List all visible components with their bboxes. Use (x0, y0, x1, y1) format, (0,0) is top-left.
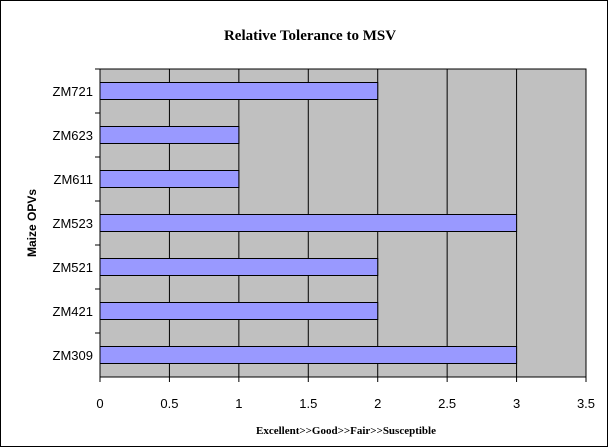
bar-zm721 (99, 82, 379, 100)
x-tick-label: 1.5 (299, 396, 317, 411)
x-tick-label: 2 (374, 396, 381, 411)
x-axis-label: Excellent>>Good>>Fair>>Susceptible (256, 425, 436, 437)
x-tick-label: 0 (96, 396, 103, 411)
x-tick-label: 2.5 (438, 396, 456, 411)
x-tick-label: 0.5 (160, 396, 178, 411)
y-tick-label: ZM611 (54, 172, 94, 187)
x-tick-label: 1 (235, 396, 242, 411)
y-tick-label: ZM309 (53, 348, 93, 363)
y-tick-labels: ZM721 ZM623 ZM611 ZM523 ZM521 ZM421 ZM309 (53, 68, 100, 363)
bar-zm309 (99, 346, 518, 364)
chart-title: Relative Tolerance to MSV (224, 28, 396, 44)
x-tick-label: 3 (513, 396, 520, 411)
bar-zm623 (99, 126, 240, 144)
x-tick-label: 3.5 (577, 396, 595, 411)
y-tick-label: ZM523 (53, 216, 93, 231)
x-tick-labels: 0 0.5 1 1.5 2 2.5 3 3.5 (96, 377, 595, 411)
y-tick-label: ZM721 (53, 84, 93, 99)
bar-zm611 (99, 170, 240, 188)
y-tick-label: ZM421 (53, 304, 93, 319)
y-tick-label: ZM521 (53, 260, 93, 275)
bar-zm523 (99, 214, 518, 232)
bars (99, 82, 518, 364)
bar-zm521 (99, 258, 379, 276)
y-axis-label: Maize OPVs (25, 189, 39, 257)
bar-zm421 (99, 302, 379, 320)
y-tick-label: ZM623 (53, 128, 93, 143)
